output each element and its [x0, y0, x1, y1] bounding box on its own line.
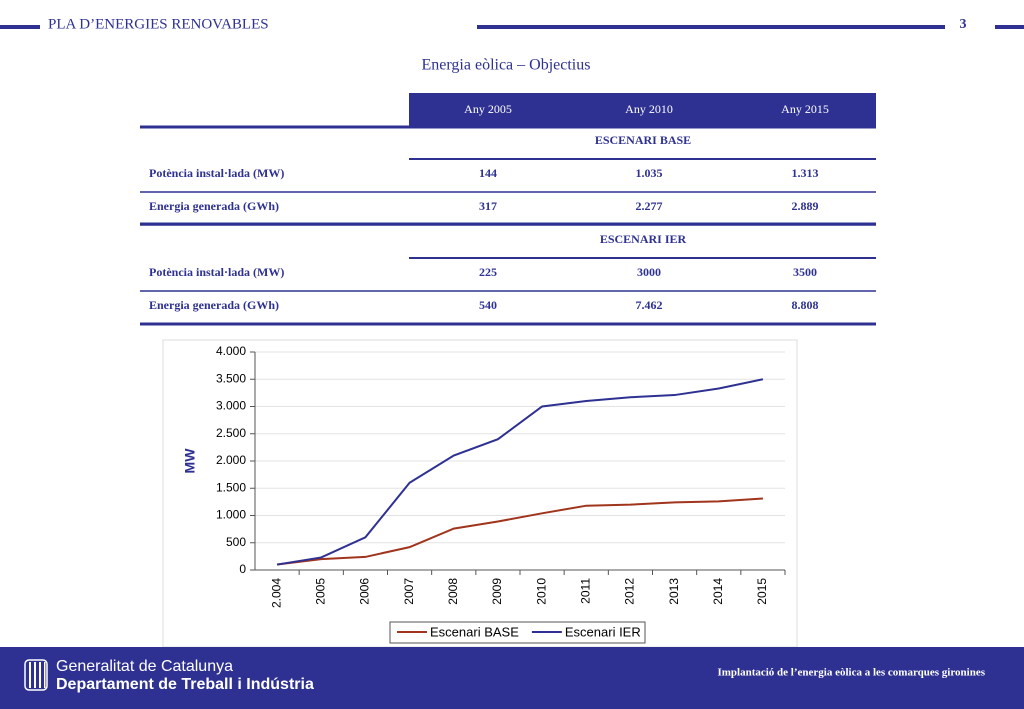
footer-org: Generalitat de Catalunya [56, 658, 233, 675]
table-cell: 540 [479, 298, 497, 312]
x-tick-label: 2011 [578, 578, 592, 604]
column-header: Any 2015 [781, 102, 829, 116]
x-tick-label: 2007 [402, 578, 416, 605]
column-header: Any 2010 [625, 102, 673, 116]
y-axis-label: MW [182, 448, 198, 474]
y-tick-label: 2.500 [216, 426, 246, 440]
table-cell: 3500 [793, 265, 817, 279]
x-tick-label: 2012 [623, 578, 637, 605]
chart: 0 500 1.000 1.500 2.000 2.500 3.000 3.500 4.000 M… [182, 344, 786, 644]
y-tick-label: 2.000 [216, 453, 246, 467]
table-cell: 7.462 [636, 298, 663, 312]
legend-label: Escenari IER [565, 624, 641, 639]
x-tick-label: 2014 [711, 578, 725, 605]
section-title: ESCENARI BASE [595, 133, 691, 147]
logo [24, 659, 48, 691]
x-tick-label: 2005 [313, 578, 327, 605]
page-number: 3 [960, 17, 967, 32]
table-cell: 2.277 [636, 199, 663, 213]
x-tick-label: 2006 [358, 578, 372, 605]
x-tick-label: 2009 [490, 578, 504, 605]
footer-bg [0, 647, 1024, 709]
y-tick-label: 3.000 [216, 399, 246, 413]
section-title: ESCENARI IER [600, 232, 687, 246]
y-tick-label: 4.000 [216, 344, 246, 358]
table-cell: 8.808 [792, 298, 819, 312]
x-tick-label: 2013 [667, 578, 681, 605]
y-tick-label: 1.500 [216, 480, 246, 494]
column-header: Any 2005 [464, 102, 512, 116]
table-cell: 3000 [637, 265, 661, 279]
x-tick-label: 2008 [446, 578, 460, 605]
table-cell: 317 [479, 199, 497, 213]
x-tick-label: 2015 [755, 578, 769, 605]
legend-label: Escenari BASE [430, 624, 519, 639]
table-cell: 2.889 [792, 199, 819, 213]
row-label: Energia generada (GWh) [149, 298, 279, 312]
y-tick-label: 500 [226, 535, 246, 549]
subtitle: Energia eòlica – Objectius [422, 57, 591, 74]
footer-dept: Departament de Treball i Indústria [56, 676, 314, 693]
series-line [276, 378, 764, 566]
y-tick-label: 1.000 [216, 508, 246, 522]
footer-note: Implantació de l’energia eòlica a les co… [717, 667, 985, 679]
row-label: Energia generada (GWh) [149, 199, 279, 213]
y-tick-label: 3.500 [216, 371, 246, 385]
series-line [276, 497, 763, 566]
row-label: Potència instal·lada (MW) [149, 166, 284, 180]
chart-area [162, 339, 798, 648]
header-title: PLA D’ENERGIES RENOVABLES [48, 16, 269, 32]
row-label: Potència instal·lada (MW) [149, 265, 284, 279]
table-cell: 1.035 [636, 166, 663, 180]
x-tick-label: 2010 [534, 578, 548, 605]
legend-box [389, 621, 646, 644]
table: Any 2005 Any 2010 Any 2015 ESCENARI BASE Pot… [140, 102, 876, 326]
table-cell: 225 [479, 265, 497, 279]
table-cell: 1.313 [792, 166, 819, 180]
x-tick-label: 2.004 [269, 578, 283, 608]
table-cell: 144 [479, 166, 497, 180]
y-tick-label: 0 [239, 562, 246, 576]
table-header-bg [409, 93, 876, 127]
